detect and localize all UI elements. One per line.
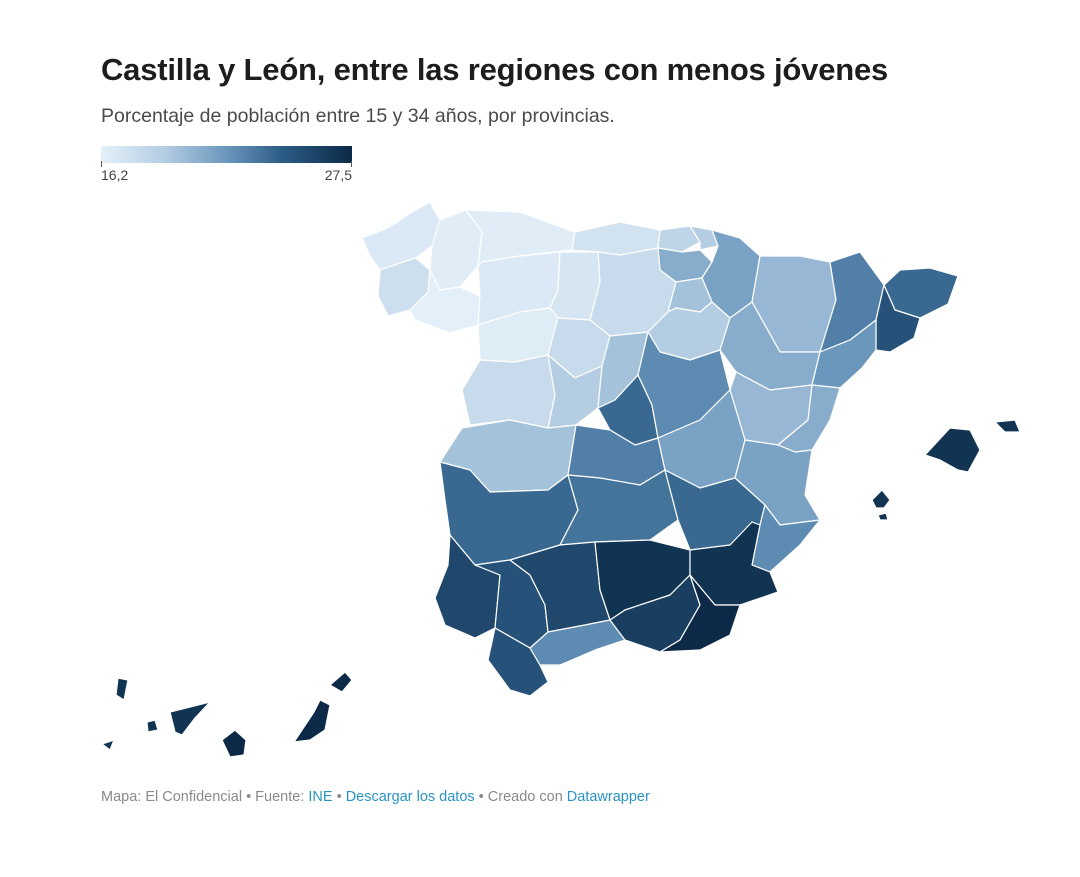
footer-created-with: • Creado con: [474, 789, 567, 805]
province-almeria[interactable]: [659, 574, 741, 653]
province-ourense[interactable]: [409, 269, 481, 334]
datawrapper-link[interactable]: Datawrapper: [566, 789, 650, 805]
province-barcelona[interactable]: [875, 284, 921, 353]
source-link[interactable]: INE: [308, 789, 333, 805]
map-title: Castilla y León, entre las regiones con …: [101, 52, 889, 87]
province-vizcaya[interactable]: [657, 225, 701, 253]
province-baleares[interactable]: [871, 419, 1021, 521]
province-guipuzcoa[interactable]: [689, 225, 719, 251]
footer-prefix: Mapa: El Confidencial • Fuente:: [101, 789, 309, 805]
province-ciudad-real[interactable]: [559, 469, 679, 546]
legend-tick-min: [101, 161, 102, 167]
province-salamanca[interactable]: [461, 354, 556, 429]
map-subtitle: Porcentaje de población entre 15 y 34 añ…: [101, 105, 615, 127]
footer-separator: •: [332, 789, 346, 805]
province-coruna[interactable]: [361, 201, 441, 271]
color-legend: 16,2 27,5: [101, 146, 352, 185]
province-santa-cruz-tenerife[interactable]: [101, 677, 211, 751]
province-avila[interactable]: [547, 354, 603, 429]
legend-gradient-bar: [101, 146, 352, 163]
province-las-palmas[interactable]: [221, 671, 353, 758]
legend-min-label: 16,2: [101, 167, 129, 183]
download-data-link[interactable]: Descargar los datos: [345, 789, 475, 805]
legend-max-label: 27,5: [324, 167, 352, 183]
map-footer: Mapa: El Confidencial • Fuente: INE • De…: [101, 789, 650, 805]
legend-tick-max: [351, 161, 352, 167]
spain-province-map: [101, 201, 1021, 758]
